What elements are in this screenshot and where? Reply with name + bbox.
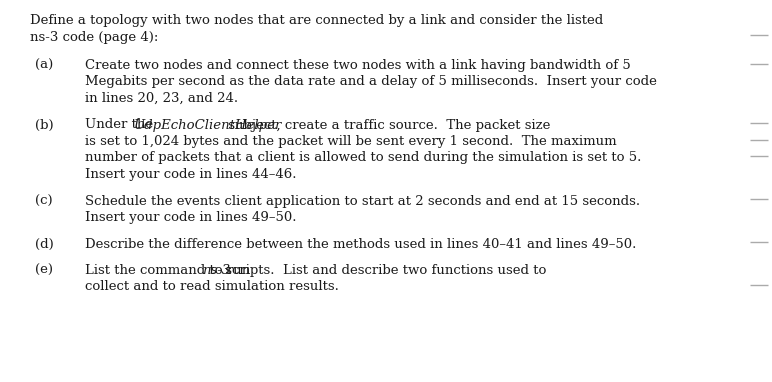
Text: Create two nodes and connect these two nodes with a link having bandwidth of 5: Create two nodes and connect these two n… bbox=[85, 59, 631, 72]
Text: number of packets that a client is allowed to send during the simulation is set : number of packets that a client is allow… bbox=[85, 152, 642, 165]
Text: (a): (a) bbox=[35, 59, 53, 72]
Text: Megabits per second as the data rate and a delay of 5 milliseconds.  Insert your: Megabits per second as the data rate and… bbox=[85, 76, 657, 89]
Text: (c): (c) bbox=[35, 194, 52, 207]
Text: collect and to read simulation results.: collect and to read simulation results. bbox=[85, 280, 339, 293]
Text: Under the: Under the bbox=[85, 118, 157, 131]
Text: ns-3 code (page 4):: ns-3 code (page 4): bbox=[30, 31, 158, 44]
Text: Insert your code in lines 44–46.: Insert your code in lines 44–46. bbox=[85, 168, 296, 181]
Text: UdpEchoClientHelper: UdpEchoClientHelper bbox=[134, 118, 283, 131]
Text: is set to 1,024 bytes and the packet will be sent every 1 second.  The maximum: is set to 1,024 bytes and the packet wil… bbox=[85, 135, 617, 148]
Text: Describe the difference between the methods used in lines 40–41 and lines 49–50.: Describe the difference between the meth… bbox=[85, 238, 636, 251]
Text: ns-3: ns-3 bbox=[202, 264, 231, 277]
Text: (b): (b) bbox=[35, 118, 53, 131]
Text: scripts.  List and describe two functions used to: scripts. List and describe two functions… bbox=[222, 264, 547, 277]
Text: Define a topology with two nodes that are connected by a link and consider the l: Define a topology with two nodes that ar… bbox=[30, 14, 603, 27]
Text: subject, create a traffic source.  The packet size: subject, create a traffic source. The pa… bbox=[224, 118, 550, 131]
Text: Schedule the events client application to start at 2 seconds and end at 15 secon: Schedule the events client application t… bbox=[85, 194, 640, 207]
Text: (e): (e) bbox=[35, 264, 53, 277]
Text: (d): (d) bbox=[35, 238, 54, 251]
Text: List the command to run: List the command to run bbox=[85, 264, 255, 277]
Text: in lines 20, 23, and 24.: in lines 20, 23, and 24. bbox=[85, 92, 238, 105]
Text: Insert your code in lines 49–50.: Insert your code in lines 49–50. bbox=[85, 211, 296, 224]
